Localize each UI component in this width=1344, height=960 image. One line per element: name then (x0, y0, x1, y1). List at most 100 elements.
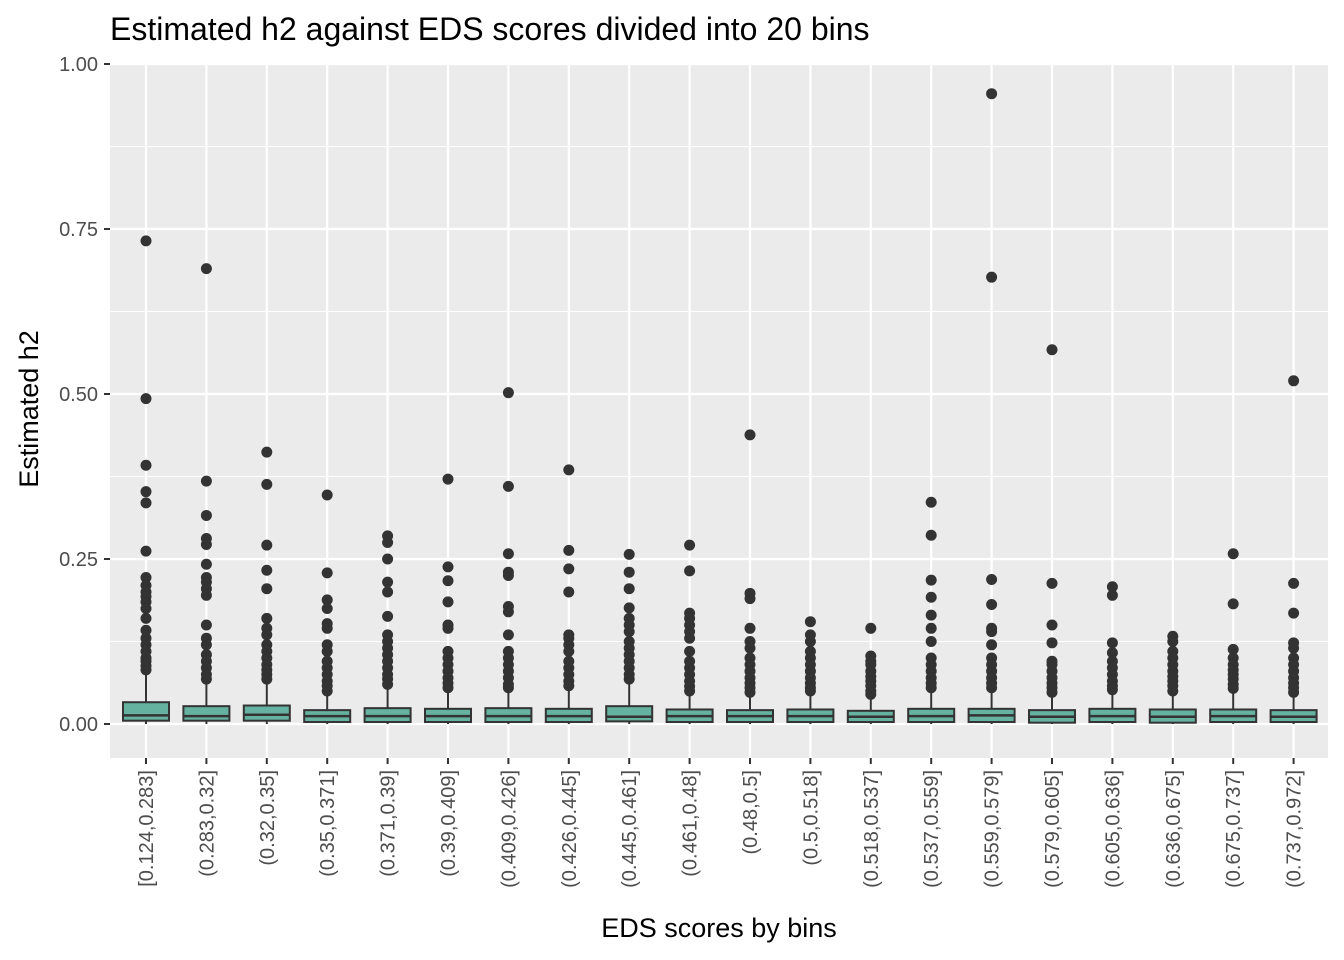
outlier-point (382, 678, 394, 690)
outlier-point (140, 664, 152, 676)
outlier-point (382, 576, 394, 588)
outlier-point (321, 567, 333, 579)
y-tick-label: 0.75 (59, 219, 98, 241)
outlier-point (1288, 642, 1300, 654)
box-18 (1148, 630, 1197, 724)
outlier-point (1106, 637, 1118, 649)
box-iqr (182, 705, 231, 722)
outlier-point (200, 263, 212, 275)
outlier-point (442, 473, 454, 485)
minor-gridlines (110, 145, 1328, 643)
box-8 (544, 464, 593, 724)
box-iqr (605, 705, 654, 723)
outlier-point (200, 509, 212, 521)
y-tick-label: 0.50 (59, 384, 98, 406)
x-tick-label: (0.283,0.32] (196, 770, 218, 877)
outlier-point (623, 548, 635, 560)
outlier-point (1046, 344, 1058, 356)
outlier-point (200, 619, 212, 631)
outlier-point (804, 685, 816, 697)
outlier-point (321, 685, 333, 697)
x-tick-label: (0.579,0.605] (1042, 770, 1064, 888)
outlier-point (200, 475, 212, 487)
outlier-point (684, 565, 696, 577)
outlier-point (623, 626, 635, 638)
outlier-point (1227, 682, 1239, 694)
outlier-point (200, 639, 212, 651)
y-axis-title: Estimated h2 (14, 330, 44, 488)
box-10 (665, 539, 714, 724)
box-7 (484, 387, 533, 724)
outlier-point (986, 271, 998, 283)
outlier-point (1288, 607, 1300, 619)
outlier-point (140, 612, 152, 624)
x-tick-label: (0.39,0.409] (438, 770, 460, 877)
plot-panel (110, 64, 1328, 758)
x-tick-label: (0.48,0.5] (740, 770, 762, 855)
outlier-point (744, 642, 756, 654)
box-1 (122, 235, 170, 724)
outlier-point (442, 682, 454, 694)
box-12 (786, 616, 835, 724)
box-5 (363, 530, 412, 724)
box-iqr (242, 704, 291, 722)
outlier-point (502, 629, 514, 641)
x-tick-label: (0.675,0.737] (1223, 770, 1245, 888)
outlier-point (684, 645, 696, 657)
outlier-point (1046, 686, 1058, 698)
y-axis: 0.00 0.25 0.50 0.75 1.00 (59, 54, 110, 736)
x-tick-label: (0.426,0.445] (559, 770, 581, 888)
box-9 (605, 548, 654, 724)
outlier-point (623, 566, 635, 578)
box-3 (242, 446, 291, 724)
outlier-point (261, 564, 273, 576)
outlier-point (744, 622, 756, 634)
outlier-point (744, 593, 756, 605)
outlier-point (986, 573, 998, 585)
outlier-point (684, 539, 696, 551)
outlier-point (1288, 577, 1300, 589)
outlier-point (804, 616, 816, 628)
outlier-point (442, 622, 454, 634)
outlier-point (442, 575, 454, 587)
x-tick-label: (0.636,0.675] (1163, 770, 1185, 888)
outlier-point (261, 673, 273, 685)
outlier-point (1106, 589, 1118, 601)
outlier-point (261, 539, 273, 551)
outlier-point (925, 529, 937, 541)
outlier-point (261, 478, 273, 490)
x-tick-label: (0.35,0.371] (317, 770, 339, 877)
box-11 (726, 429, 774, 724)
outlier-point (563, 544, 575, 556)
outlier-point (502, 682, 514, 694)
x-tick-label: (0.605,0.636] (1102, 770, 1124, 888)
outlier-point (925, 574, 937, 586)
outlier-point (563, 645, 575, 657)
outlier-point (261, 446, 273, 458)
box-14 (907, 496, 956, 724)
x-tick-label: (0.737,0.972] (1284, 770, 1306, 888)
outlier-point (925, 591, 937, 603)
outlier-point (502, 548, 514, 560)
box-15 (967, 88, 1016, 724)
outlier-point (442, 561, 454, 573)
outlier-point (623, 673, 635, 685)
box-iqr (122, 701, 170, 722)
outlier-point (1046, 577, 1058, 589)
outlier-point (200, 558, 212, 570)
outlier-point (1106, 581, 1118, 593)
x-tick-label: (0.559,0.579] (982, 770, 1004, 888)
outlier-point (140, 393, 152, 405)
y-tick-label: 1.00 (59, 54, 98, 76)
x-tick-label: (0.518,0.537] (861, 770, 883, 888)
outlier-point (925, 609, 937, 621)
outlier-point (563, 586, 575, 598)
x-tick-label: [0.124,0.283] (136, 770, 158, 887)
box-6 (424, 473, 472, 724)
outlier-point (986, 639, 998, 651)
outlier-point (321, 594, 333, 606)
outlier-point (261, 583, 273, 595)
box-16 (1028, 344, 1076, 724)
box-20 (1269, 375, 1318, 724)
outlier-point (321, 489, 333, 501)
